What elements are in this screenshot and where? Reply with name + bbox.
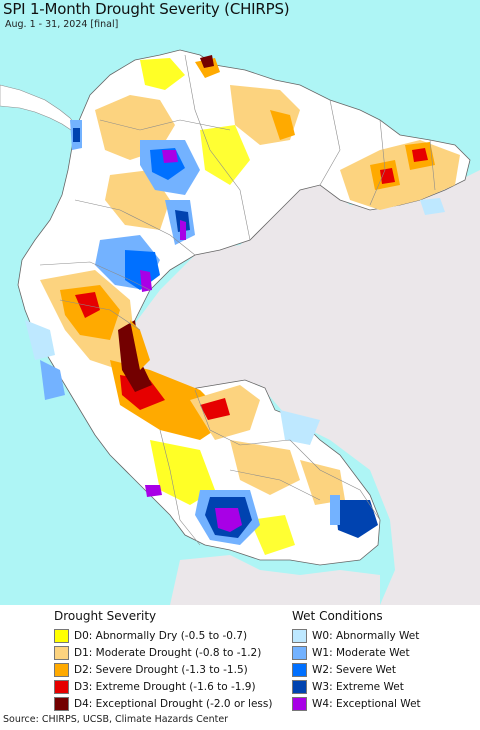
swatch-d2 xyxy=(54,662,69,677)
swatch-d0 xyxy=(54,628,69,643)
legend-wet-heading: Wet Conditions xyxy=(292,609,383,623)
swatch-d1 xyxy=(54,645,69,660)
legend-label-w1: W1: Moderate Wet xyxy=(312,646,410,659)
legend-label-d1: D1: Moderate Drought (-0.8 to -1.2) xyxy=(74,646,262,659)
boundaries xyxy=(39,54,436,546)
legend-item-w1: W1: Moderate Wet xyxy=(292,644,421,661)
legend-item-d3: D3: Extreme Drought (-1.6 to -1.9) xyxy=(54,678,272,695)
source-credit: Source: CHIRPS, UCSB, Climate Hazards Ce… xyxy=(3,714,229,725)
legend-label-w3: W3: Extreme Wet xyxy=(312,680,404,693)
legend-label-d0: D0: Abnormally Dry (-0.5 to -0.7) xyxy=(74,629,248,642)
land-outside-region xyxy=(130,170,480,605)
drought-map xyxy=(0,0,480,605)
legend-item-w0: W0: Abnormally Wet xyxy=(292,627,421,644)
legend-item-d1: D1: Moderate Drought (-0.8 to -1.2) xyxy=(54,644,272,661)
legend-label-w2: W2: Severe Wet xyxy=(312,663,396,676)
wet-patches xyxy=(25,120,445,545)
map-subtitle: Aug. 1 - 31, 2024 [final] xyxy=(5,19,119,30)
legend-item-w3: W3: Extreme Wet xyxy=(292,678,421,695)
swatch-d3 xyxy=(54,679,69,694)
legend-item-d0: D0: Abnormally Dry (-0.5 to -0.7) xyxy=(54,627,272,644)
legend-item-d4: D4: Exceptional Drought (-2.0 or less) xyxy=(54,695,272,712)
legend-label-d2: D2: Severe Drought (-1.3 to -1.5) xyxy=(74,663,248,676)
swatch-w3 xyxy=(292,679,307,694)
swatch-w4 xyxy=(292,696,307,711)
legend-item-w4: W4: Exceptional Wet xyxy=(292,695,421,712)
legend-label-d3: D3: Extreme Drought (-1.6 to -1.9) xyxy=(74,680,256,693)
swatch-w0 xyxy=(292,628,307,643)
legend-label-d4: D4: Exceptional Drought (-2.0 or less) xyxy=(74,697,273,710)
land-outside-south xyxy=(170,555,380,605)
legend-drought: Drought Severity D0: Abnormally Dry (-0.… xyxy=(54,609,272,712)
legend-label-w4: W4: Exceptional Wet xyxy=(312,697,421,710)
legend-label-w0: W0: Abnormally Wet xyxy=(312,629,420,642)
legend: Drought Severity D0: Abnormally Dry (-0.… xyxy=(0,605,480,711)
swatch-w2 xyxy=(292,662,307,677)
legend-wet: Wet Conditions W0: Abnormally Wet W1: Mo… xyxy=(292,609,421,712)
map-title: SPI 1-Month Drought Severity (CHIRPS) xyxy=(3,0,290,18)
legend-item-w2: W2: Severe Wet xyxy=(292,661,421,678)
swatch-d4 xyxy=(54,696,69,711)
legend-drought-heading: Drought Severity xyxy=(54,609,157,623)
swatch-w1 xyxy=(292,645,307,660)
legend-item-d2: D2: Severe Drought (-1.3 to -1.5) xyxy=(54,661,272,678)
